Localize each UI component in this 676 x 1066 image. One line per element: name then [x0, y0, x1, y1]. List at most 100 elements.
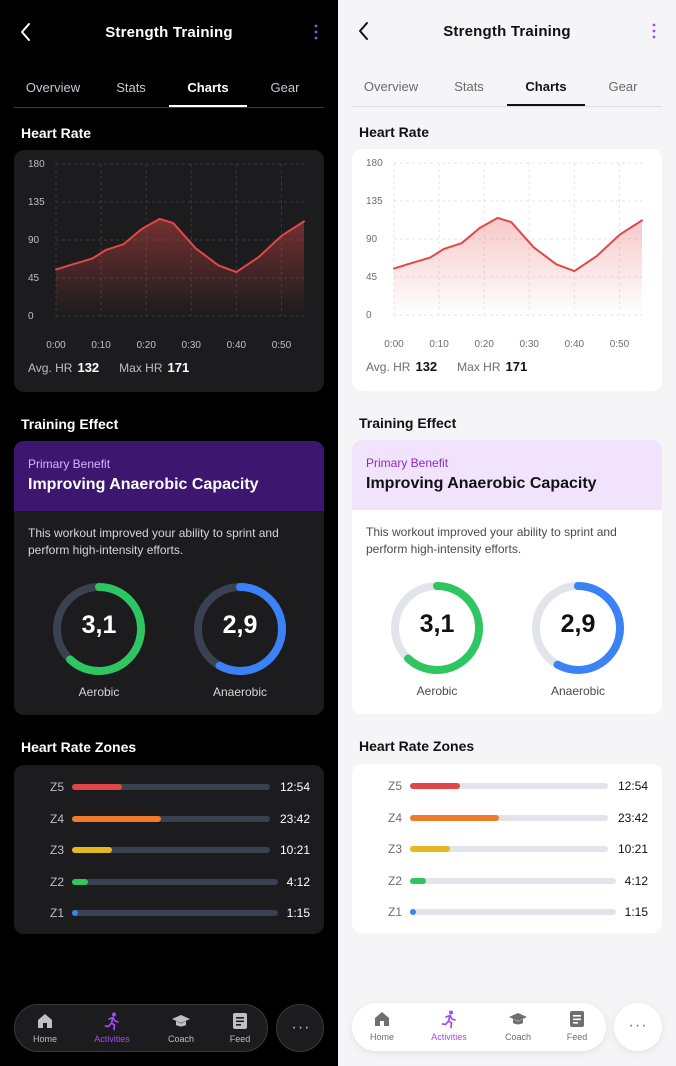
tab-gear[interactable]: Gear — [270, 80, 300, 95]
y-tick-label: 45 — [366, 272, 378, 283]
zone-bar-fill — [410, 909, 416, 915]
nav-home[interactable]: Home — [352, 1009, 412, 1042]
more-menu-button[interactable]: ··· — [614, 1003, 662, 1051]
x-tick-label: 0:30 — [520, 339, 540, 349]
heart-rate-card: 180 135 90 45 0 0:00 0:10 0:20 0:30 0:40 0:50 Avg.… — [352, 149, 662, 391]
nav-coach[interactable]: Coach — [488, 1009, 548, 1042]
primary-benefit-banner: Primary Benefit Improving Anaerobic Capa… — [352, 440, 662, 510]
x-tick-label: 0:40 — [227, 340, 247, 350]
x-tick-label: 0:00 — [384, 339, 404, 349]
tab-divider — [352, 106, 662, 107]
anaerobic-value: 2,9 — [222, 611, 258, 639]
light-theme-panel: Strength Training Overview Stats Charts … — [338, 0, 676, 1066]
zone-bar-fill — [410, 783, 460, 789]
nav-activities-label: Activities — [94, 1034, 130, 1044]
zone-time: 12:54 — [279, 780, 310, 794]
nav-activities[interactable]: Activities — [82, 1011, 142, 1044]
zone-name: Z4 — [49, 811, 64, 826]
active-tab-indicator — [169, 105, 247, 107]
more-horizontal-icon: ··· — [628, 1017, 648, 1034]
primary-benefit-label: Primary Benefit — [28, 457, 111, 471]
zone-name: Z5 — [49, 780, 64, 794]
max-hr-value: 171 — [505, 359, 528, 374]
nav-feed-label: Feed — [566, 1032, 588, 1042]
more-menu-button[interactable]: ··· — [276, 1004, 324, 1052]
y-tick-label: 45 — [28, 273, 40, 284]
tab-overview[interactable]: Overview — [363, 79, 419, 94]
x-tick-label: 0:00 — [46, 340, 66, 350]
anaerobic-value: 2,9 — [560, 610, 596, 638]
anaerobic-ring-progress — [532, 582, 624, 674]
nav-feed[interactable]: Feed — [547, 1009, 607, 1042]
back-arrow-icon[interactable] — [352, 19, 376, 43]
zone-bar-track — [72, 878, 278, 885]
home-icon — [38, 1014, 52, 1028]
more-vertical-icon[interactable] — [650, 21, 658, 41]
tab-stats[interactable]: Stats — [116, 80, 146, 95]
x-tick-label: 0:40 — [565, 339, 585, 349]
training-effect-heading: Training Effect — [359, 415, 457, 431]
heart-rate-zones-heading: Heart Rate Zones — [21, 739, 137, 755]
heart-rate-heading: Heart Rate — [21, 125, 92, 141]
primary-benefit-banner: Primary Benefit Improving Anaerobic Capa… — [14, 441, 324, 511]
x-tick-label: 0:30 — [182, 340, 202, 350]
x-tick-label: 0:20 — [474, 339, 494, 349]
heart-rate-zones-heading: Heart Rate Zones — [359, 738, 475, 754]
zone-bar-fill — [72, 910, 78, 916]
zone-row: Z4 23:42 — [14, 810, 324, 830]
feed-icon — [233, 1013, 247, 1029]
more-vertical-icon[interactable] — [312, 22, 320, 42]
y-tick-label: 90 — [28, 235, 40, 246]
max-hr-value: 171 — [167, 360, 190, 375]
tab-overview[interactable]: Overview — [25, 80, 81, 95]
zone-name: Z4 — [387, 810, 402, 825]
x-tick-label: 0:10 — [91, 340, 111, 350]
bottom-nav: Home Activities Coach Feed — [352, 1003, 606, 1051]
nav-activities[interactable]: Activities — [419, 1009, 479, 1042]
zone-name: Z1 — [387, 905, 402, 919]
zone-name: Z3 — [49, 843, 64, 857]
x-tick-label: 0:10 — [429, 339, 449, 349]
primary-benefit-value: Improving Anaerobic Capacity — [366, 475, 597, 492]
more-horizontal-icon: ··· — [291, 1019, 311, 1036]
dark-theme-panel: Strength Training Overview Stats Charts … — [0, 0, 338, 1066]
nav-home[interactable]: Home — [15, 1011, 75, 1044]
zone-row: Z2 4:12 — [352, 872, 662, 892]
nav-home-label: Home — [369, 1032, 394, 1042]
tab-gear[interactable]: Gear — [608, 79, 638, 94]
tab-charts[interactable]: Charts — [187, 80, 229, 95]
training-effect-card: Primary Benefit Improving Anaerobic Capa… — [352, 440, 662, 714]
y-tick-label: 135 — [28, 197, 45, 208]
zone-time: 4:12 — [286, 874, 310, 889]
zone-name: Z3 — [387, 842, 402, 856]
x-tick-label: 0:50 — [272, 340, 292, 350]
zone-row: Z3 10:21 — [352, 840, 662, 860]
aerobic-ring-gauge — [53, 583, 145, 675]
heart-rate-stats: Avg. HR 132 Max HR 171 — [28, 360, 209, 375]
zone-name: Z2 — [387, 873, 402, 888]
zone-bar-track — [410, 783, 608, 789]
zone-bar-track — [72, 784, 270, 790]
heart-rate-heading: Heart Rate — [359, 124, 430, 140]
zone-time: 10:21 — [617, 842, 648, 856]
zone-bar-fill — [72, 847, 112, 853]
training-effect-description: This workout improved your ability to sp… — [366, 525, 617, 556]
back-arrow-icon[interactable] — [14, 20, 38, 44]
feed-icon — [570, 1011, 584, 1027]
max-hr-label: Max HR — [457, 360, 501, 374]
nav-coach[interactable]: Coach — [151, 1011, 211, 1044]
header: Strength Training — [338, 17, 676, 49]
tab-charts[interactable]: Charts — [525, 79, 567, 94]
heart-rate-zones-card: Z5 12:54 Z4 23:42 Z3 10:21 Z2 4:12 Z1 1:15 — [352, 764, 662, 933]
aerobic-ring: 3,1 — [389, 580, 485, 676]
zone-bar-track — [410, 846, 608, 852]
heart-rate-line — [393, 216, 643, 273]
zone-bar-fill — [72, 878, 89, 885]
zone-row: Z1 1:15 — [352, 903, 662, 923]
tab-stats[interactable]: Stats — [454, 79, 484, 94]
nav-feed[interactable]: Feed — [210, 1011, 270, 1044]
training-effect-heading: Training Effect — [21, 416, 119, 432]
heart-rate-stats: Avg. HR 132 Max HR 171 — [366, 359, 547, 374]
header: Strength Training — [0, 18, 338, 50]
zone-bar-fill — [72, 815, 162, 822]
